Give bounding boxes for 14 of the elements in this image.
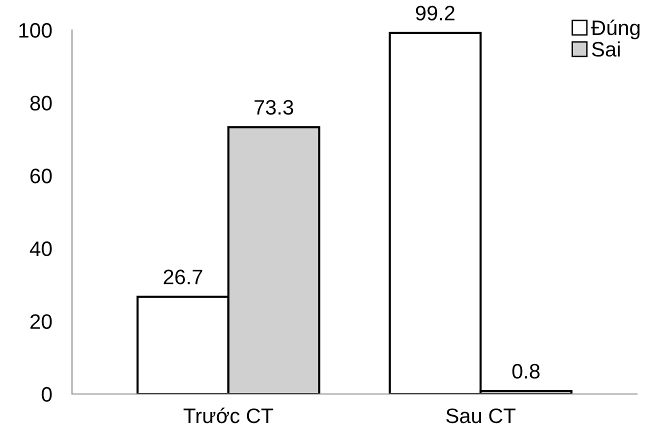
data-label: 26.7 [164, 270, 202, 284]
y-tick-label: 20 [30, 314, 52, 329]
y-tick-label: 0 [42, 387, 52, 402]
data-label: 99.2 [416, 6, 454, 20]
data-label: 0.8 [512, 364, 540, 379]
y-tick-label: 60 [30, 168, 52, 184]
data-label: 73.3 [254, 100, 294, 115]
y-tick-label: 80 [30, 96, 52, 111]
y-tick-label: 100 [19, 23, 52, 38]
x-tick-label: Trước CT [184, 408, 274, 424]
legend-label: Đúng [591, 20, 640, 40]
x-tick-label: Sau CT [446, 408, 516, 424]
y-tick-label: 40 [30, 241, 52, 256]
legend-label: Sai [592, 41, 620, 57]
